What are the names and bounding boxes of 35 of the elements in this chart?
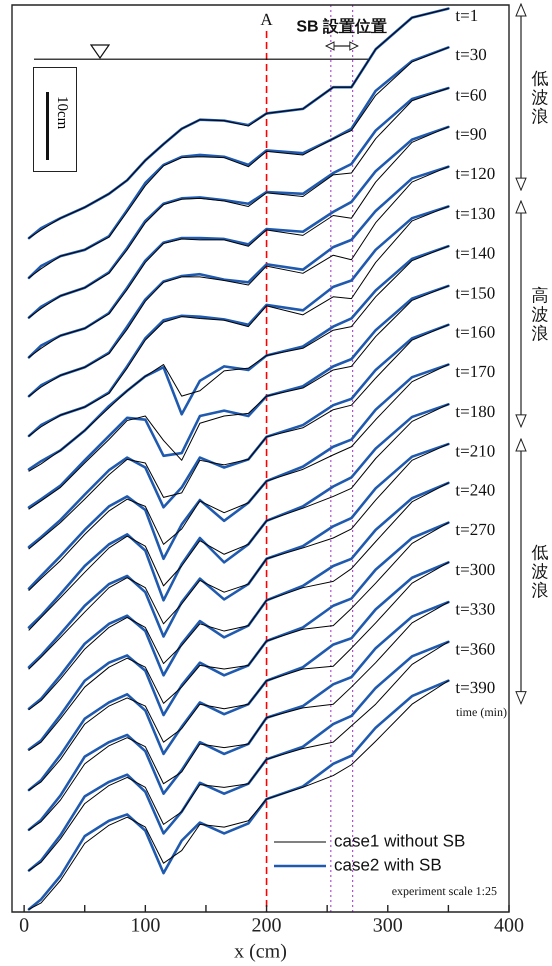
annotation: t=170 xyxy=(455,362,496,382)
annotation: t=160 xyxy=(455,322,496,342)
x-axis-title: x (cm) xyxy=(234,940,287,962)
annotation: t=300 xyxy=(455,560,496,579)
annotation: t=210 xyxy=(455,442,496,461)
annotation: t=1 xyxy=(455,6,478,26)
text: 低波浪 xyxy=(531,68,549,127)
x-tick-label: 200 xyxy=(252,914,282,936)
legend-label: case1 without SB xyxy=(334,832,466,851)
annotation: SB 設置位置 xyxy=(296,17,388,36)
annotation: t=60 xyxy=(455,86,487,105)
legend-label: case2 with SB xyxy=(334,856,442,875)
annotation: t=120 xyxy=(455,164,496,184)
text: 低波浪 xyxy=(531,543,549,602)
annotation: 10cm xyxy=(54,96,70,130)
annotation: t=90 xyxy=(455,124,487,144)
annotation: t=140 xyxy=(455,244,496,263)
text: 高波浪 xyxy=(531,286,549,344)
annotation: t=270 xyxy=(455,520,496,540)
x-tick-label: 0 xyxy=(19,914,30,936)
annotation: t=360 xyxy=(455,639,496,658)
x-tick-label: 300 xyxy=(372,914,403,936)
annotation: t=180 xyxy=(455,402,496,421)
x-tick-label: 400 xyxy=(494,914,524,936)
annotation: t=150 xyxy=(455,283,496,302)
annotation: t=390 xyxy=(455,678,496,698)
ref-line-label: A xyxy=(260,10,274,29)
annotation: time (min) xyxy=(456,705,507,720)
annotation: t=240 xyxy=(455,480,496,500)
annotation: t=130 xyxy=(455,204,496,223)
x-tick-label: 100 xyxy=(130,914,160,936)
annotation: experiment scale 1:25 xyxy=(392,884,497,898)
annotation: t=330 xyxy=(455,600,496,619)
ruler-icon: 10cm xyxy=(33,67,77,172)
annotation: t=30 xyxy=(455,44,487,64)
